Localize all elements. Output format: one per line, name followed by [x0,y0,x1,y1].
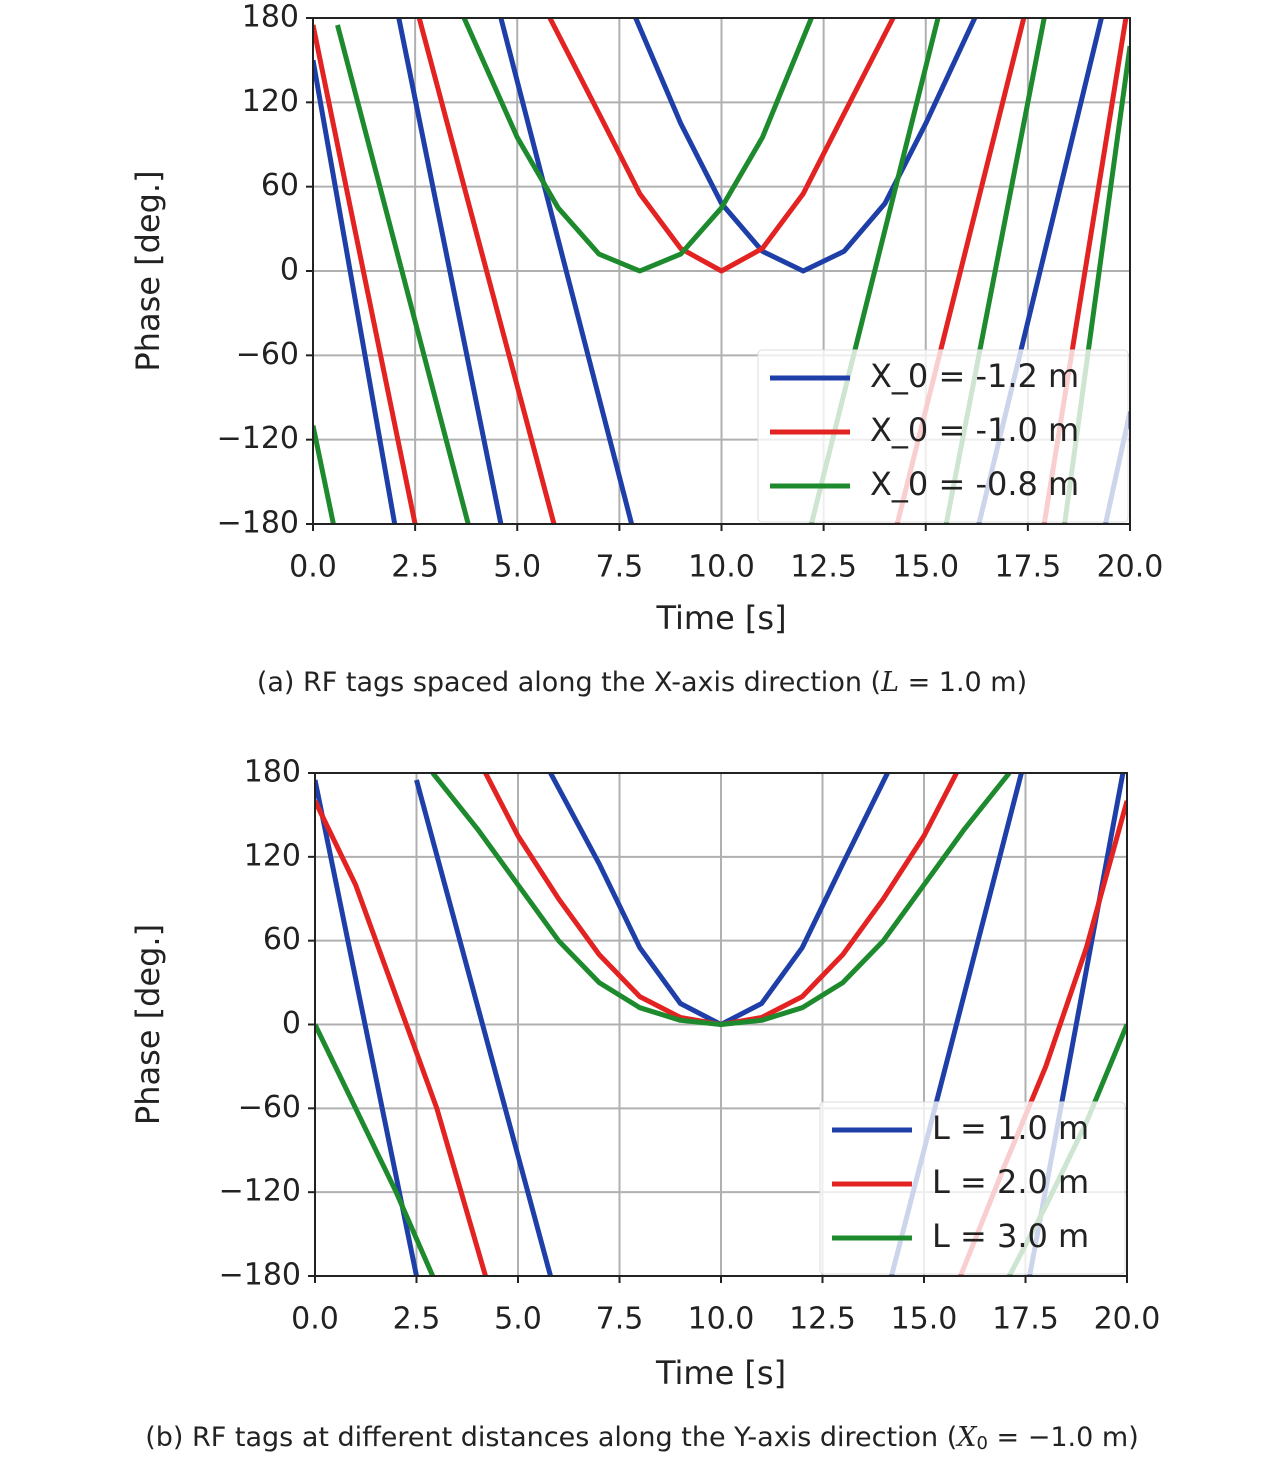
legend-label: L = 2.0 m [932,1163,1089,1201]
x-axis-label: Time [s] [655,599,786,637]
legend-label: X_0 = -0.8 m [870,465,1079,503]
x-tick-label: 10.0 [688,550,755,585]
x-tick-label: 7.5 [596,550,644,585]
legend-label: L = 1.0 m [932,1109,1089,1147]
x-tick-label: 20.0 [1094,1302,1161,1337]
series-line [313,18,1130,524]
caption: (a) RF tags spaced along the X-axis dire… [257,667,1027,698]
caption-text: (b) RF tags at different distances along… [145,1422,957,1453]
caption: (b) RF tags at different distances along… [145,1422,1139,1455]
y-tick-label: −120 [219,1174,301,1209]
x-tick-label: 0.0 [291,1302,339,1337]
y-tick-label: −180 [219,1258,301,1293]
plot-frame [314,772,1128,1277]
caption-text: (a) RF tags spaced along the X-axis dire… [257,667,881,698]
y-tick-label: −180 [217,506,299,541]
y-tick-label: −60 [238,1090,301,1125]
legend-label: X_0 = -1.0 m [870,411,1079,449]
caption-var: L [880,667,899,698]
plot-lines [313,18,1130,524]
x-tick-label: 12.5 [790,550,857,585]
x-axis-label: Time [s] [655,1354,786,1392]
y-axis-label: Phase [deg.] [129,924,167,1125]
legend-box [819,1101,1126,1275]
x-tick-label: 15.0 [892,550,959,585]
caption-text: = 1.0 m) [899,667,1027,698]
x-tick-label: 2.5 [391,550,439,585]
caption-var: X [955,1422,978,1453]
x-tick-label: 15.0 [891,1302,958,1337]
x-tick-label: 17.5 [992,1302,1059,1337]
y-tick-label: −120 [217,421,299,456]
y-tick-label: 180 [242,0,299,35]
y-tick-label: 0 [282,1006,301,1041]
legend-label: X_0 = -1.2 m [870,357,1079,395]
series-line [313,18,1129,524]
caption-subscript: 0 [977,1433,988,1454]
legend-box [757,349,1129,523]
caption-text: = −1.0 m) [988,1422,1139,1453]
x-tick-label: 5.0 [494,1302,542,1337]
series-line [313,18,1130,524]
x-tick-label: 5.0 [493,550,541,585]
x-tick-label: 17.5 [994,550,1061,585]
x-tick-label: 0.0 [289,550,337,585]
y-tick-label: 60 [263,922,301,957]
legend-label: L = 3.0 m [932,1217,1089,1255]
plot-frame [312,17,1131,525]
y-tick-label: 120 [244,838,301,873]
x-tick-label: 20.0 [1097,550,1164,585]
y-tick-label: 60 [261,168,299,203]
x-tick-label: 10.0 [688,1302,755,1337]
y-axis-label: Phase [deg.] [129,170,167,371]
y-tick-label: −60 [236,337,299,372]
y-tick-label: 180 [244,755,301,790]
x-tick-label: 7.5 [596,1302,644,1337]
x-tick-label: 12.5 [789,1302,856,1337]
x-tick-label: 2.5 [393,1302,441,1337]
y-tick-label: 120 [242,84,299,119]
y-tick-label: 0 [280,253,299,288]
